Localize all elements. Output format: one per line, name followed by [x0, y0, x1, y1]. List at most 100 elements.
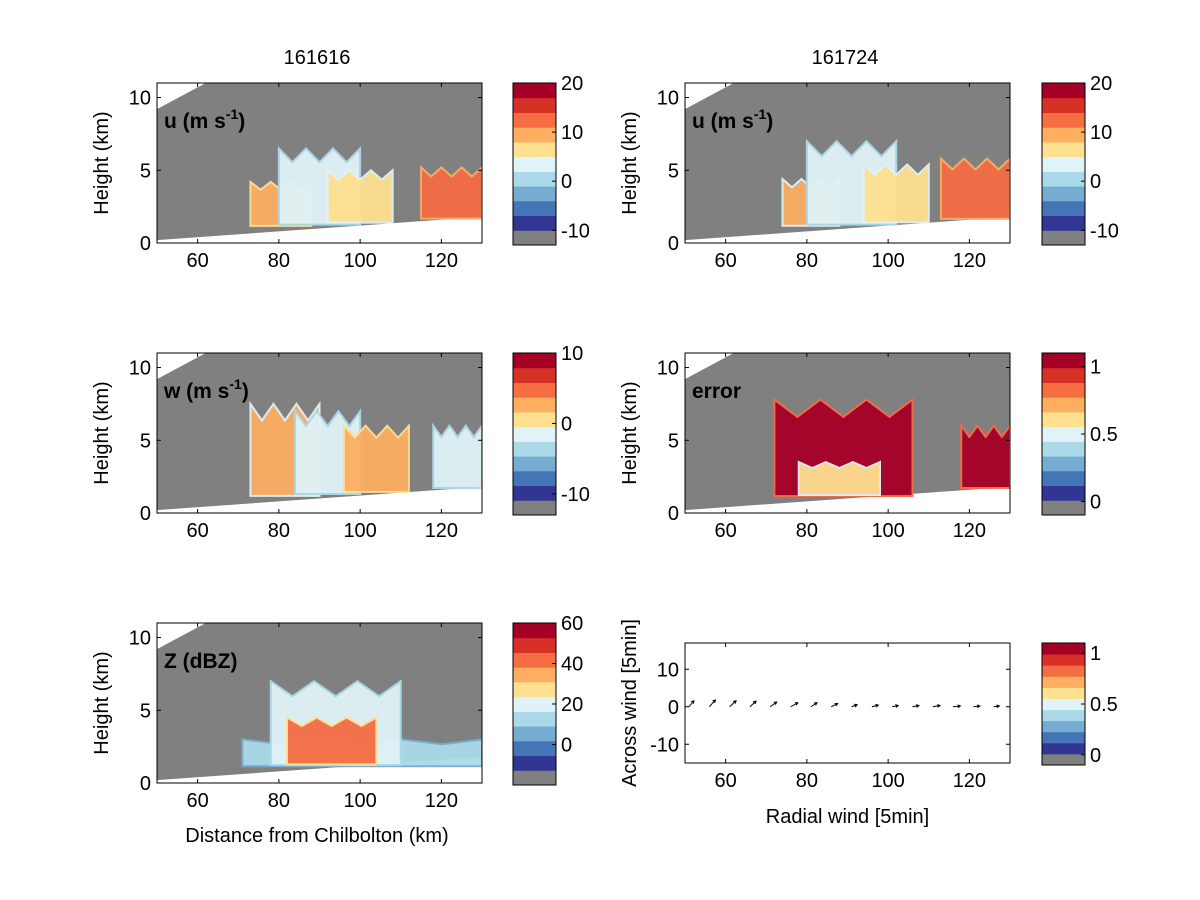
y-axis-label: Height (km): [91, 651, 113, 754]
x-tick-label: 80: [268, 790, 290, 812]
colorbar-tick-label: 20: [561, 73, 583, 95]
panel-label: u (m s-1): [164, 106, 245, 133]
y-tick-label: 0: [140, 503, 151, 525]
panel-label: w (m s-1): [163, 376, 249, 403]
x-tick-label: 80: [268, 250, 290, 272]
colorbar-tick-label: 0.5: [1090, 424, 1118, 446]
colorbar-segment: [1042, 665, 1085, 677]
colorbar-segment: [513, 230, 556, 246]
colorbar-segment: [1042, 720, 1085, 733]
colorbar-segment: [1042, 97, 1085, 113]
colorbar-tick-label: 20: [561, 694, 583, 716]
wind-arrow-head: [813, 702, 818, 706]
colorbar-tick-label: -10: [1090, 220, 1119, 242]
x-tick-label: 120: [425, 790, 458, 812]
y-tick-label: 10: [657, 88, 679, 110]
wind-arrow: [790, 702, 799, 708]
data-region: [939, 156, 1010, 220]
wind-arrow: [729, 700, 737, 708]
below-beam-wedge: [157, 216, 482, 243]
colorbar-segment: [513, 353, 556, 369]
x-tick-label: 60: [187, 250, 209, 272]
colorbar-segment: [513, 426, 556, 442]
colorbar-tick-label: -10: [561, 220, 590, 242]
y-axis-label: Height (km): [619, 381, 641, 484]
colorbar-segment: [1042, 470, 1085, 487]
below-beam-wedge: [685, 216, 1010, 243]
data-region: [420, 165, 482, 220]
colorbar-segment: [1042, 676, 1085, 688]
axes-frame: [156, 82, 483, 244]
colorbar-segment: [513, 441, 556, 457]
colorbar-segment: [513, 127, 556, 143]
wind-arrow-head: [794, 702, 799, 706]
colorbar-segment: [513, 470, 556, 487]
colorbar-tick-label: 0: [561, 735, 572, 757]
y-tick-label: 0: [668, 233, 679, 255]
colorbar: 20 10 0 -10: [512, 73, 590, 246]
colorbar-tick-label: 40: [561, 654, 583, 676]
colorbar-segment: [513, 141, 556, 158]
colorbar-tick-label: 10: [1090, 122, 1112, 144]
colorbar-segment: [1042, 353, 1085, 369]
x-tick-label: 80: [268, 520, 290, 542]
colorbar-frame: [1041, 82, 1086, 246]
beyond-scan-wedge: [685, 83, 734, 110]
data-region: [326, 168, 394, 224]
colorbar-segment: [513, 83, 556, 99]
wind-arrow-head: [712, 699, 717, 703]
wind-arrow-head: [733, 700, 737, 704]
x-tick-label: 80: [796, 250, 818, 272]
xlabel-distance: Distance from Chilbolton (km): [185, 825, 448, 847]
colorbar-segment: [513, 711, 556, 727]
axes-frame: [156, 622, 483, 784]
colorbar-segment: [1042, 200, 1085, 217]
colorbar-segment: [1042, 215, 1085, 231]
colorbar-segment: [1042, 397, 1085, 413]
below-beam-wedge: [685, 486, 1010, 513]
colorbar-segment: [1042, 112, 1085, 128]
y-tick-label: 0: [140, 773, 151, 795]
x-tick-label: 80: [796, 520, 818, 542]
x-tick-label: 100: [343, 250, 376, 272]
colorbar-segment: [1042, 709, 1085, 722]
panel-label: u (m s-1): [692, 106, 773, 133]
colorbar-segment: [1042, 127, 1085, 143]
x-tick-label: 100: [343, 790, 376, 812]
data-region: [342, 423, 410, 493]
y-tick-label: 10: [657, 659, 679, 681]
x-tick-label: 60: [187, 790, 209, 812]
colorbar-segment: [1042, 83, 1085, 99]
colorbar-segment: [513, 770, 556, 786]
x-tick-label: 80: [796, 770, 818, 792]
wind-arrow-head: [937, 704, 942, 708]
wind-arrow: [871, 704, 879, 708]
wind-arrow: [831, 703, 838, 708]
below-beam-wedge: [157, 486, 482, 513]
colorbar-segment: [513, 382, 556, 398]
wind-arrow: [953, 705, 961, 708]
panel-label: Z (dBZ): [164, 650, 237, 673]
colorbar-segment: [1042, 698, 1085, 711]
y-axis-label: Height (km): [91, 111, 113, 214]
colorbar-segment: [1042, 731, 1085, 744]
colorbar-tick-label: 0: [1090, 745, 1101, 767]
colorbar-tick-label: 1: [1090, 357, 1101, 379]
title-left: 161616: [284, 47, 351, 69]
colorbar-segment: [513, 740, 556, 757]
wind-arrow: [932, 705, 941, 708]
colorbar-segment: [513, 456, 556, 472]
x-tick-label: 60: [187, 520, 209, 542]
colorbar: 10.50: [1041, 642, 1118, 767]
beyond-scan-wedge: [157, 623, 206, 650]
colorbar-segment: [1042, 156, 1085, 172]
colorbar-segment: [1042, 230, 1085, 246]
x-tick-label: 60: [715, 770, 737, 792]
y-tick-label: 5: [140, 160, 151, 182]
colorbar-segment: [513, 97, 556, 113]
colorbar-tick-label: 10: [561, 122, 583, 144]
wind-arrow-head: [957, 704, 962, 709]
